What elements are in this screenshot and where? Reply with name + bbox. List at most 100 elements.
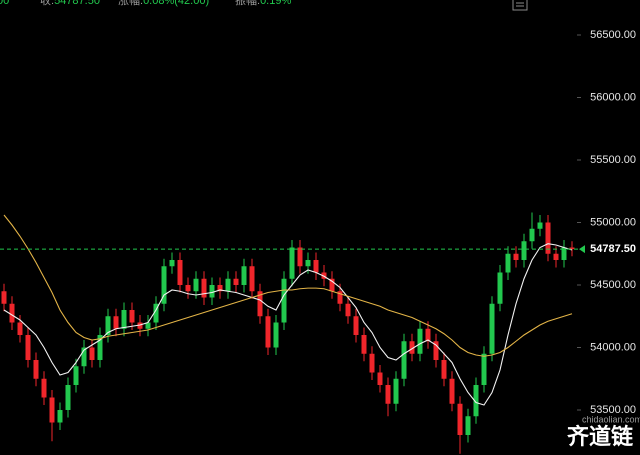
candle-body	[521, 241, 527, 260]
candle-body	[505, 253, 511, 273]
candle-body	[377, 372, 383, 385]
candle-body	[97, 335, 103, 360]
y-tick-label: 56500.00	[590, 29, 636, 41]
candle-body	[385, 385, 391, 404]
last-price-label: 54787.50	[590, 243, 636, 255]
candle-body	[257, 291, 263, 317]
candle-body	[433, 341, 439, 360]
candle-body	[1, 291, 7, 304]
candle-body	[513, 253, 519, 260]
candle-body	[425, 328, 431, 342]
candle-body	[201, 278, 207, 298]
candle-body	[569, 247, 575, 250]
header-item: 收:54787.50	[40, 0, 100, 7]
candle-body	[329, 278, 335, 292]
header-value: 0.08%(42.00)	[143, 0, 209, 7]
candle-body	[89, 347, 95, 360]
candle-body	[497, 272, 503, 304]
y-tick-label: 54000.00	[590, 341, 636, 353]
candle-body	[105, 316, 111, 335]
candle-body	[73, 366, 79, 385]
candle-body	[529, 228, 535, 242]
candle-body	[137, 322, 143, 329]
candle-body	[153, 303, 159, 323]
candle-body	[185, 285, 191, 292]
candle-body	[169, 260, 175, 267]
candle-body	[57, 410, 63, 423]
candle-body	[113, 316, 119, 329]
candle-body	[545, 222, 551, 254]
y-tick-label: 55000.00	[590, 216, 636, 228]
last-price-arrow	[579, 245, 585, 254]
candle-body	[33, 360, 39, 379]
candle-body	[353, 316, 359, 335]
watermark-site: chidaolian.com	[582, 414, 640, 424]
candle-body	[265, 316, 271, 348]
candle-body	[473, 385, 479, 417]
candle-body	[209, 285, 215, 298]
icon-frame	[512, 0, 528, 11]
candle-body	[121, 310, 127, 329]
candle-body	[553, 253, 559, 260]
candle-body	[41, 378, 47, 398]
header-label: 振幅:	[235, 0, 260, 7]
candle-body	[193, 278, 199, 292]
candle-body	[465, 416, 471, 435]
candle-body	[297, 247, 303, 267]
header-value: 54787.50	[54, 0, 100, 7]
candle-body	[321, 272, 327, 279]
candle-body	[561, 247, 567, 260]
header-label: 收:	[40, 0, 54, 7]
header-item: .00	[0, 0, 9, 7]
menu-icon[interactable]	[512, 0, 528, 11]
candle-body	[305, 260, 311, 267]
header-value: 0.19%	[260, 0, 291, 7]
candle-body	[449, 378, 455, 404]
y-tick-label: 53500.00	[590, 404, 636, 416]
watermark-name: 齐道链	[567, 424, 633, 449]
candle-body	[417, 328, 423, 354]
candle-body	[225, 278, 231, 292]
y-tick-label: 54500.00	[590, 279, 636, 291]
candle-body	[9, 303, 15, 323]
candle-body	[281, 278, 287, 323]
candle-body	[337, 291, 343, 304]
candle-body	[441, 360, 447, 379]
candle-body	[537, 222, 543, 229]
ma-line	[3, 243, 573, 406]
candle-body	[489, 303, 495, 354]
candle-body	[249, 266, 255, 292]
candle-body	[65, 385, 71, 410]
y-tick-label: 55500.00	[590, 154, 636, 166]
candle-body	[457, 403, 463, 435]
candle-body	[233, 278, 239, 285]
candle-body	[361, 335, 367, 354]
candle-body	[289, 247, 295, 279]
candle-body	[273, 322, 279, 348]
candle-body	[81, 347, 87, 367]
candle-body	[401, 341, 407, 379]
candle-body	[241, 266, 247, 285]
candle-body	[177, 260, 183, 285]
candle-body	[369, 353, 375, 373]
candle-body	[217, 285, 223, 292]
header-label: 涨幅:	[118, 0, 143, 7]
candle-body	[313, 260, 319, 273]
candle-body	[129, 310, 135, 323]
header-item: 振幅:0.19%	[235, 0, 291, 7]
candle-body	[25, 335, 31, 360]
header-value: .00	[0, 0, 9, 7]
ma-line	[3, 214, 573, 357]
header: .00 收:54787.50 涨幅:0.08%(42.00) 振幅:0.19%	[0, 0, 291, 7]
candle-body	[409, 341, 415, 354]
candle-body	[49, 397, 55, 423]
candle-body	[17, 322, 23, 335]
y-tick-label: 56000.00	[590, 91, 636, 103]
candle-body	[393, 378, 399, 404]
candle-body	[345, 303, 351, 317]
header-item: 涨幅:0.08%(42.00)	[118, 0, 209, 7]
candle-body	[145, 322, 151, 329]
candle-body	[481, 353, 487, 385]
candle-body	[161, 266, 167, 304]
